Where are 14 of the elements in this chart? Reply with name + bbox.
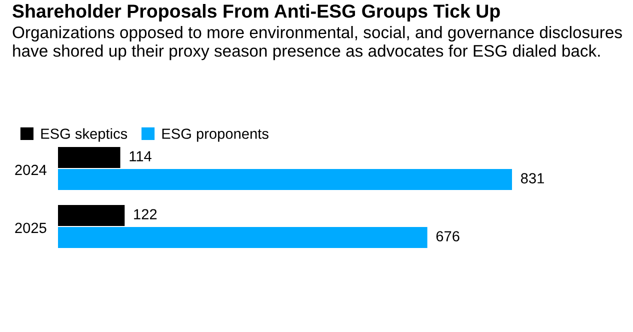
data-label: 676 bbox=[436, 231, 460, 242]
legend-label: ESG proponents bbox=[162, 128, 268, 142]
data-label: 122 bbox=[134, 209, 157, 220]
chart-subtitle: Organizations opposed to more environmental, social, and governance disclosures have shored up their proxy season presence as advocates for ESG dialed back. bbox=[12, 26, 622, 60]
chart-title: Shareholder Proposals From Anti-ESG Groups Tick Up bbox=[12, 4, 500, 22]
bar bbox=[58, 205, 125, 226]
legend-label: ESG skeptics bbox=[41, 128, 128, 142]
y-tick-label: 2024 bbox=[15, 164, 46, 176]
data-label: 114 bbox=[130, 151, 152, 162]
bar bbox=[58, 169, 512, 190]
bar bbox=[58, 227, 428, 248]
data-label: 831 bbox=[520, 173, 544, 184]
bar bbox=[58, 147, 120, 168]
y-tick-label: 2025 bbox=[15, 222, 46, 234]
